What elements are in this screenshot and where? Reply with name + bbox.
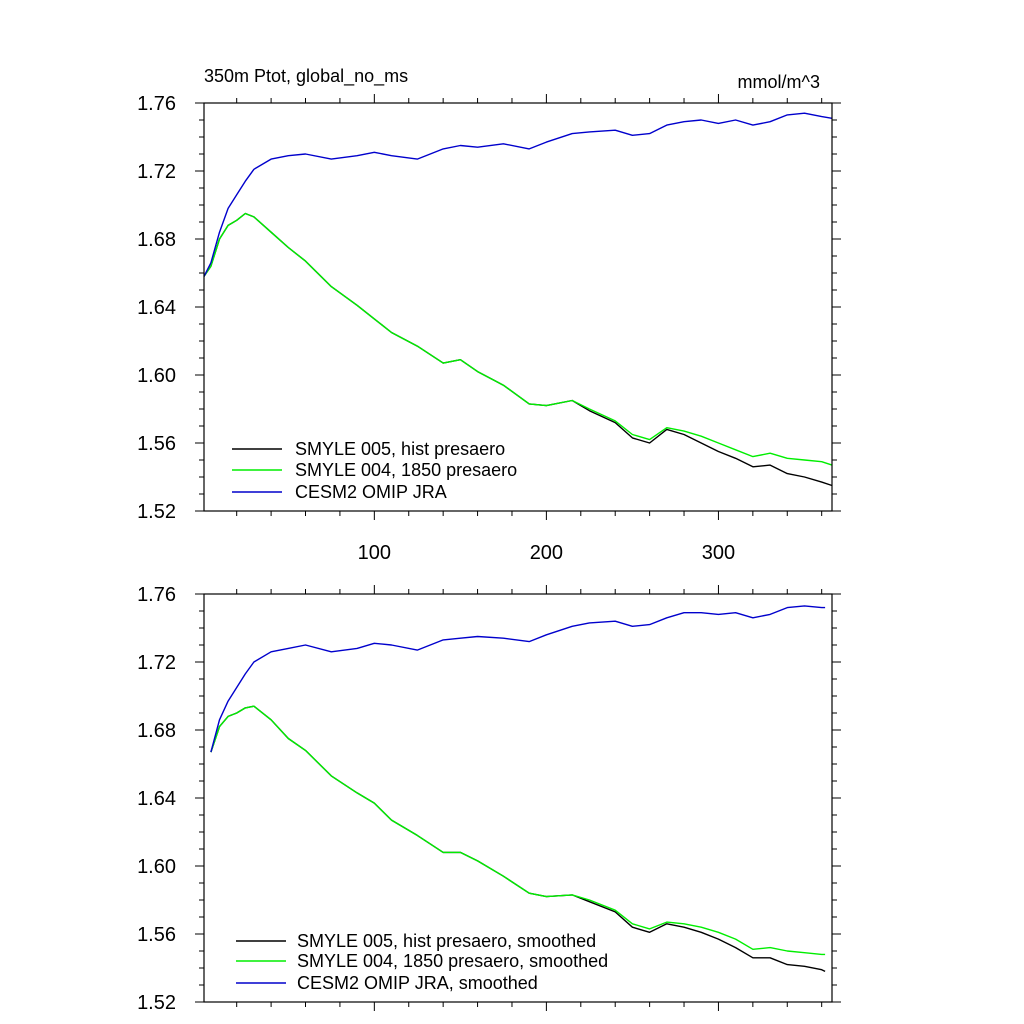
x-tick-label: 100 [358, 542, 391, 564]
chart-title: 350m Ptot, global_no_ms [204, 66, 408, 87]
units-label: mmol/m^3 [738, 72, 820, 92]
y-tick-label: 1.56 [137, 924, 176, 946]
top-series-lines [203, 112, 833, 487]
x-tick-label: 200 [530, 542, 563, 564]
legend-label-cesm2-smoothed: CESM2 OMIP JRA, smoothed [297, 973, 538, 993]
top-panel: 350m Ptot, global_no_ms mmol/m^3 1.521.5… [137, 66, 841, 564]
bottom-plot-frame [203, 593, 833, 1003]
top-axis-ticks [195, 94, 841, 520]
bottom-panel: 1.52 1.56 1.60 1.64 1.68 1.72 1.76 SMYLE 005, … [137, 584, 841, 1014]
y-tick-label: 1.72 [137, 652, 176, 674]
y-tick-label: 1.64 [137, 788, 176, 810]
series-line-0-1 [203, 212, 833, 466]
y-tick-label: 1.56 [137, 433, 176, 455]
legend-label-smyle-005-smoothed: SMYLE 005, hist presaero, smoothed [297, 931, 596, 951]
y-tick-label: 1.76 [137, 584, 176, 606]
top-tick-labels: 1.52 1.56 1.60 1.64 1.68 1.72 1.76 100 200 300 [137, 93, 735, 564]
y-tick-label: 1.60 [137, 365, 176, 387]
series-line-0-2 [203, 112, 833, 277]
legend-label-smyle-004-smoothed: SMYLE 004, 1850 presaero, smoothed [297, 951, 608, 971]
y-tick-label: 1.60 [137, 856, 176, 878]
bottom-legend: SMYLE 005, hist presaero, smoothed SMYLE… [236, 931, 608, 993]
legend-label-cesm2: CESM2 OMIP JRA [295, 482, 447, 502]
y-tick-label: 1.68 [137, 229, 176, 251]
legend-label-smyle-005: SMYLE 005, hist presaero [295, 439, 505, 459]
legend-label-smyle-004: SMYLE 004, 1850 presaero [295, 460, 517, 480]
y-tick-label: 1.72 [137, 161, 176, 183]
y-tick-label: 1.52 [137, 501, 176, 523]
y-tick-label: 1.64 [137, 297, 176, 319]
bottom-series-lines [210, 605, 826, 973]
top-legend: SMYLE 005, hist presaero SMYLE 004, 1850… [232, 439, 517, 502]
bottom-axis-ticks [195, 585, 841, 1011]
series-line-1-1 [210, 705, 826, 956]
y-tick-label: 1.68 [137, 720, 176, 742]
top-plot-frame [203, 102, 833, 512]
y-tick-label: 1.76 [137, 93, 176, 115]
y-tick-label: 1.52 [137, 992, 176, 1014]
series-line-1-2 [210, 605, 826, 753]
x-tick-label: 300 [702, 542, 735, 564]
bottom-tick-labels: 1.52 1.56 1.60 1.64 1.68 1.72 1.76 [137, 584, 176, 1014]
